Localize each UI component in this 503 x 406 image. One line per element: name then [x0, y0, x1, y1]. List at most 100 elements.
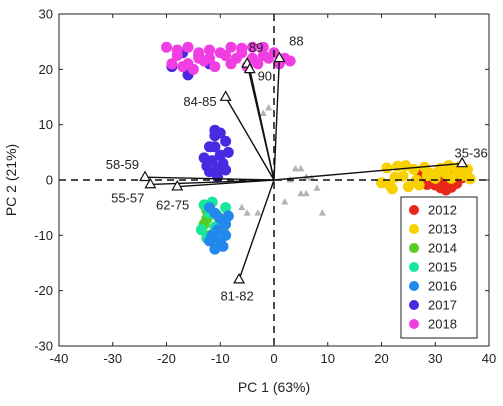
loading-vector-35-36 [273, 162, 463, 181]
y-tick-label: 10 [39, 117, 53, 132]
grey-marker [243, 209, 251, 216]
legend-label-2017: 2017 [428, 298, 457, 313]
loading-vector-58-59 [144, 176, 275, 181]
y-tick-label: 0 [46, 173, 53, 188]
legend: 2012 2013 2014 2015 2016 2017 2018 [400, 196, 478, 339]
data-points [161, 41, 476, 255]
grey-marker [281, 198, 289, 205]
loading-marker-35-36 [456, 156, 469, 168]
loading-marker-55-57 [144, 177, 157, 189]
loading-vector-81-82 [238, 179, 275, 280]
y-tick-label: -20 [34, 283, 53, 298]
data-point-2018 [182, 41, 194, 53]
y-tick-label: -30 [34, 339, 53, 354]
legend-swatch-2014 [409, 243, 419, 253]
grey-marker [313, 184, 321, 191]
data-point-2012 [437, 178, 449, 190]
legend-label-2018: 2018 [428, 317, 457, 332]
data-point-2018 [220, 50, 232, 61]
grey-marker [254, 209, 262, 216]
data-point-2013 [381, 162, 393, 174]
y-tick-label: 30 [39, 7, 53, 22]
data-point-2017 [209, 141, 221, 153]
legend-label-2015: 2015 [428, 260, 457, 275]
data-point-2015 [195, 224, 207, 236]
loading-vector-62-75 [177, 179, 275, 188]
x-tick-label: -40 [50, 351, 69, 366]
legend-swatch-2016 [409, 281, 419, 291]
loading-label-89: 89 [249, 40, 263, 55]
data-point-2017 [206, 155, 218, 167]
loading-label-90: 90 [258, 68, 272, 83]
data-point-2018 [225, 41, 237, 53]
data-point-2018 [257, 41, 269, 53]
data-point-2016 [220, 229, 232, 241]
loading-label-58-59: 58-59 [106, 157, 139, 172]
grey-marker [308, 174, 316, 181]
data-point-2013 [400, 160, 412, 172]
loading-label-84-85: 84-85 [183, 94, 216, 109]
loading-vector-90 [249, 69, 275, 181]
x-tick-label: -20 [157, 351, 176, 366]
data-point-2017 [209, 124, 221, 136]
x-tick-label: -10 [211, 351, 230, 366]
x-tick-label: 40 [482, 351, 496, 366]
loading-label-88: 88 [289, 33, 303, 48]
data-point-2018 [193, 52, 205, 64]
grey-marker [259, 109, 267, 116]
loading-marker-84-85 [219, 90, 232, 101]
data-point-2013 [443, 160, 455, 172]
grey-marker [297, 189, 305, 197]
grey-marker [297, 164, 305, 172]
y-tick-label: 20 [39, 62, 53, 77]
data-point-2017 [220, 164, 232, 176]
loading-vector-88 [273, 58, 281, 181]
loading-marker-81-82 [233, 272, 246, 284]
data-point-2013 [402, 181, 414, 193]
data-point-2018 [209, 61, 221, 73]
data-point-2018 [161, 41, 172, 53]
legend-swatch-2013 [409, 224, 419, 234]
data-point-2013 [421, 170, 433, 182]
legend-swatch-2017 [409, 300, 419, 310]
loading-label-62-75: 62-75 [156, 198, 189, 213]
data-point-2015 [220, 202, 232, 214]
x-tick-label: 20 [374, 351, 388, 366]
legend-label-2012: 2012 [428, 203, 457, 218]
grey-marker [318, 209, 326, 216]
legend-swatch-2015 [409, 262, 419, 272]
data-point-2018 [284, 55, 296, 67]
data-point-2016 [209, 243, 221, 255]
data-point-2017 [212, 171, 224, 183]
loading-vectors: 88 89 90 84-85 58-59 55-57 62-75 81-82 35-36 [106, 33, 488, 303]
data-point-2013 [464, 173, 476, 185]
data-point-2018 [225, 58, 237, 70]
data-point-2017 [204, 166, 215, 178]
data-point-2016 [222, 210, 234, 222]
data-point-2016 [204, 235, 215, 247]
x-axis-label: PC 1 (63%) [238, 379, 310, 395]
grey-marker [291, 164, 300, 172]
loading-label-81-82: 81-82 [220, 289, 253, 304]
data-point-2017 [220, 135, 232, 147]
x-tick-label: 30 [428, 351, 442, 366]
loading-label-55-57: 55-57 [111, 190, 144, 205]
loading-marker-58-59 [139, 170, 151, 182]
grey-markers [238, 104, 326, 216]
loading-marker-88 [273, 51, 286, 63]
y-axis-label: PC 2 (21%) [3, 144, 19, 216]
loading-vector-84-85 [225, 96, 275, 181]
legend-label-2013: 2013 [428, 222, 457, 237]
legend-label-2016: 2016 [428, 279, 457, 294]
data-point-2018 [252, 58, 264, 70]
data-point-2013 [410, 174, 422, 186]
grey-marker [238, 203, 246, 211]
x-tick-label: 10 [321, 351, 335, 366]
data-point-2018 [236, 42, 248, 54]
data-point-2018 [257, 50, 269, 61]
y-tick-label: -10 [34, 228, 53, 243]
legend-label-2014: 2014 [428, 241, 457, 256]
data-point-2012 [421, 178, 433, 190]
